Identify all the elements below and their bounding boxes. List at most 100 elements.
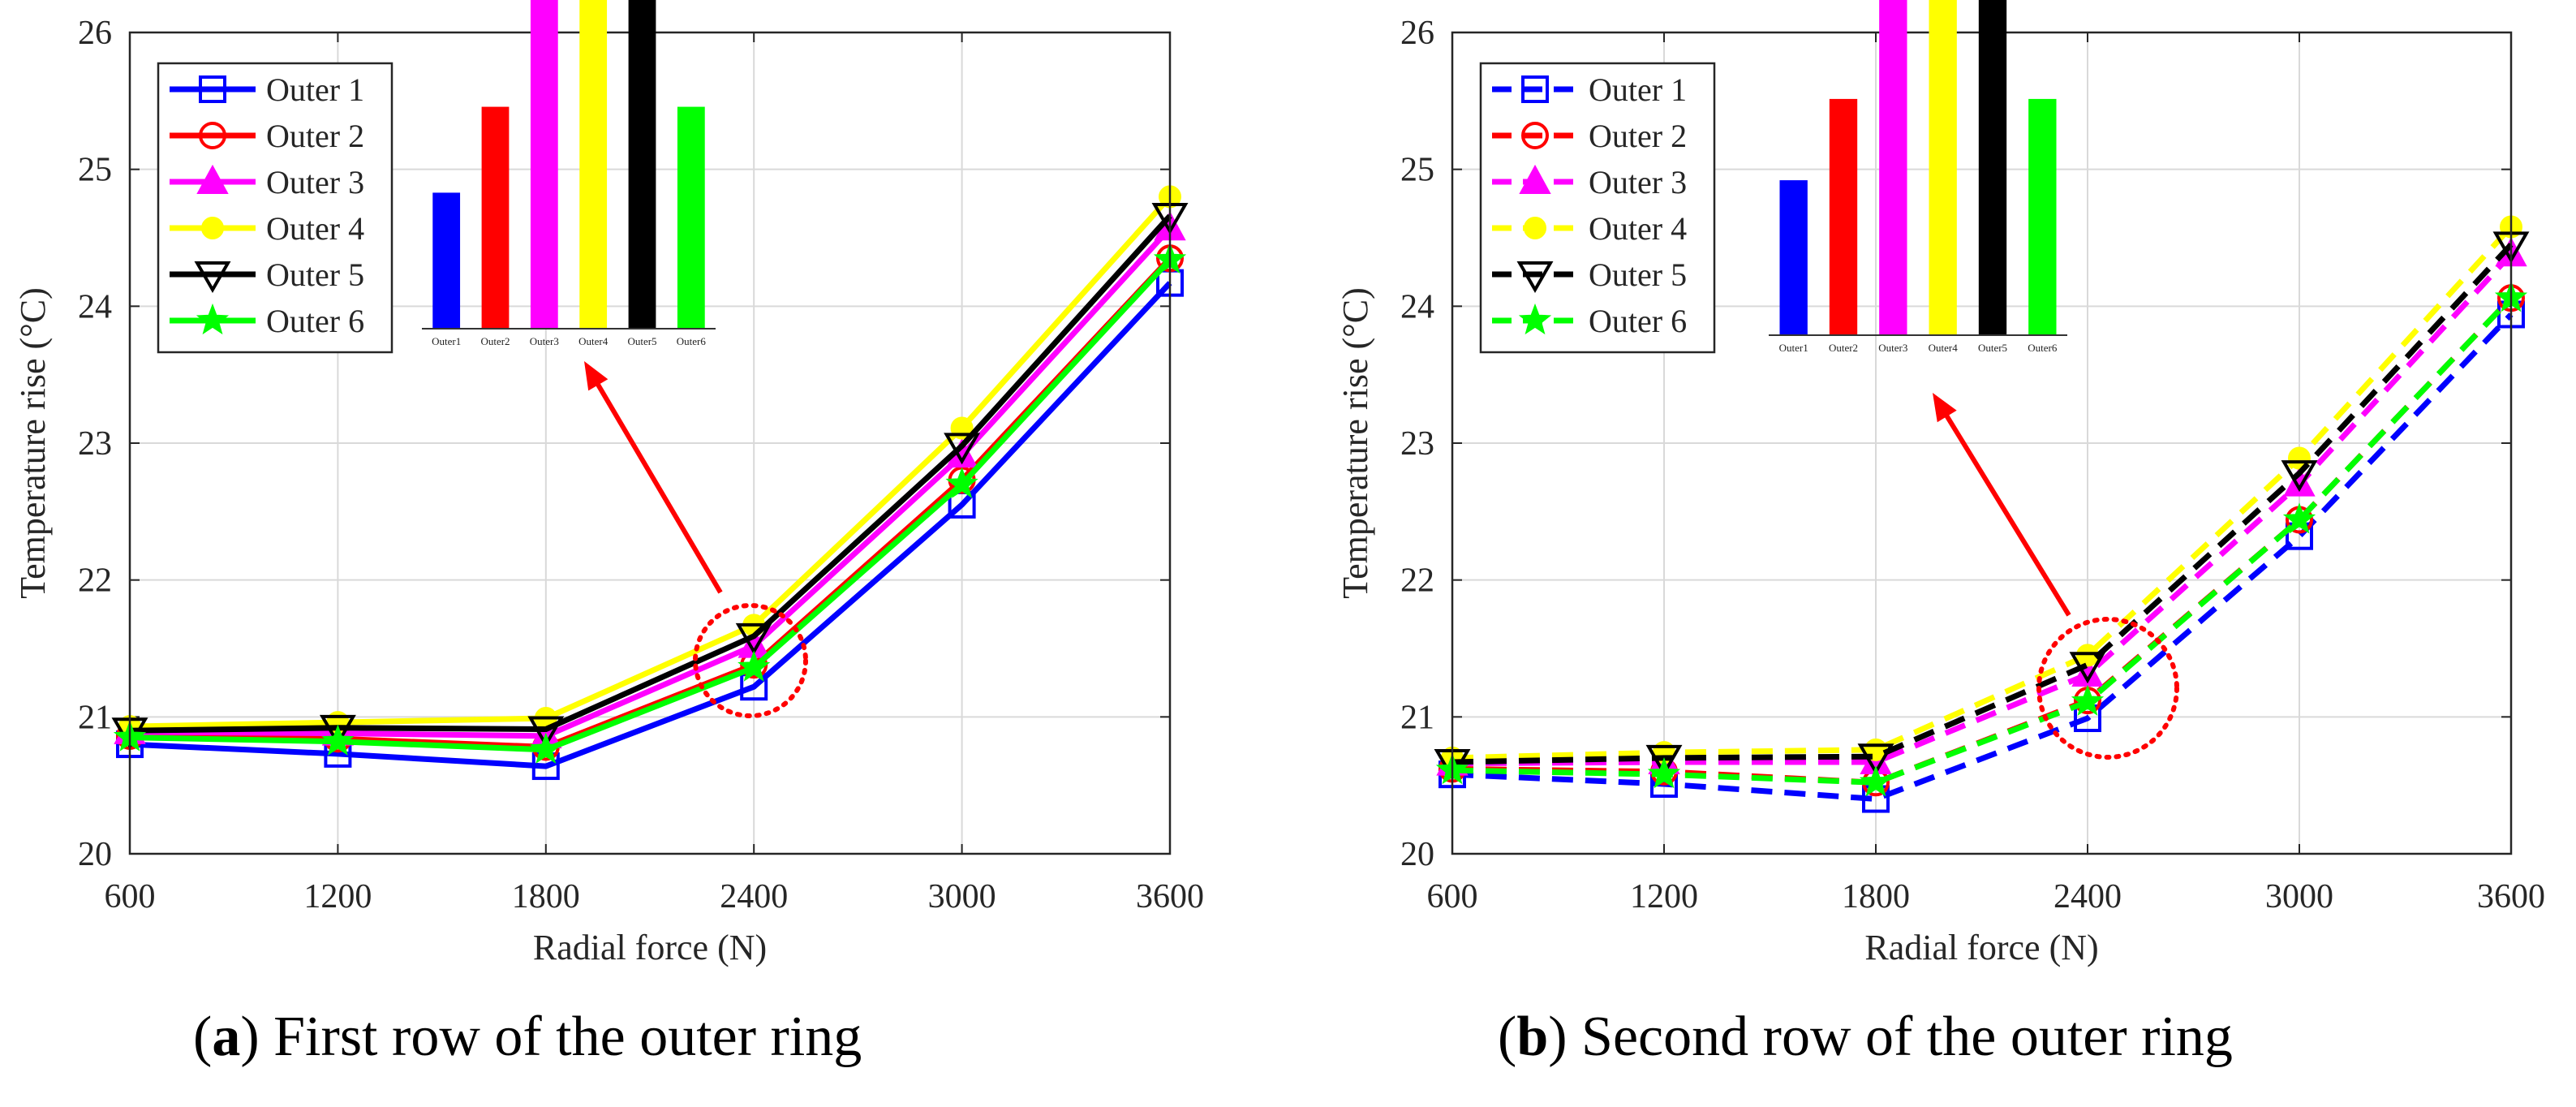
panel-caption: (a) First row of the outer ring (193, 1006, 862, 1068)
data-point (2071, 684, 2105, 716)
series-group (111, 185, 1189, 781)
series-group (1434, 215, 2530, 813)
y-tick-label: 22 (78, 562, 112, 600)
legend-item: Outer 1 (1492, 71, 1687, 108)
series-line (129, 226, 1172, 739)
x-tick-label: 1200 (1630, 878, 1698, 915)
data-point (2069, 652, 2106, 684)
annotation-arrow-head (584, 361, 609, 391)
legend-box (157, 62, 393, 354)
legend-item: Outer 6 (1492, 303, 1687, 339)
legend-label: Outer 2 (266, 118, 364, 154)
legend: Outer 1 Outer 2 Outer 3 Outer 4 Outer 5 Outer… (1479, 62, 1716, 354)
legend-label: Outer 1 (1589, 71, 1687, 108)
legend-item: Outer 6 (170, 303, 364, 339)
panel-caption: (b) Second row of the outer ring (1498, 1006, 2233, 1068)
series-line (129, 195, 1172, 730)
x-tick-label: 3000 (928, 878, 996, 915)
data-point (944, 433, 981, 465)
legend-item: Outer 2 (170, 118, 364, 154)
data-point (319, 714, 356, 747)
x-tick-label: 600 (105, 878, 156, 915)
legend-marker (196, 303, 230, 335)
series-line (1451, 225, 2514, 761)
series-line (129, 213, 1172, 734)
data-point (1645, 744, 1683, 777)
inset-bar-label: Outer4 (1929, 342, 1959, 354)
legend-label: Outer 2 (1589, 118, 1687, 154)
legend-item: Outer 5 (170, 256, 364, 294)
inset-bar-label: Outer6 (2028, 342, 2058, 354)
inset-bar-label: Outer1 (1779, 342, 1808, 354)
y-tick-label: 24 (1400, 288, 1434, 325)
data-point (945, 467, 978, 498)
x-tick-label: 2400 (720, 878, 788, 915)
legend-item: Outer 4 (170, 210, 364, 247)
legend-box (1479, 62, 1716, 354)
inset-bar (1879, 0, 1907, 335)
y-tick-label: 20 (1400, 836, 1434, 873)
legend-label: Outer 3 (1589, 164, 1687, 200)
x-tick-label: 600 (1427, 878, 1478, 915)
x-tick-label: 3600 (1136, 878, 1204, 915)
y-tick-label: 22 (1400, 562, 1434, 600)
series-line (1451, 252, 2514, 767)
x-tick-label: 1800 (512, 878, 580, 915)
legend-label: Outer 6 (1589, 303, 1687, 339)
inset-bar-label: Outer6 (677, 335, 707, 347)
y-tick-labels: 20 21 22 23 24 25 26 (78, 15, 112, 873)
data-point (1647, 757, 1681, 789)
series-line (1451, 243, 2514, 765)
data-point (321, 724, 355, 756)
x-tick-labels: 600 1200 1800 2400 3000 3600 (105, 878, 1205, 915)
legend-marker (1516, 261, 1554, 294)
y-tick-label: 26 (1400, 15, 1434, 52)
legend-label: Outer 4 (266, 210, 364, 247)
inset-bar-label: Outer5 (627, 335, 656, 347)
data-point (527, 716, 565, 748)
legend-item: Outer 4 (1492, 210, 1687, 247)
legend: Outer 1 Outer 2 Outer 3 Outer 4 Outer 5 Outer… (157, 62, 393, 354)
legend-item: Outer 5 (1492, 256, 1687, 294)
inset-bar (677, 106, 705, 329)
chart-panel-b: 600 1200 1800 2400 3000 3600 20 21 22 23 24 25 26 Rad… (1335, 0, 2545, 1068)
data-point (2282, 502, 2316, 534)
legend-marker (194, 261, 231, 294)
legend-marker (199, 122, 226, 149)
caption-paren: ( (1498, 1006, 1516, 1068)
chart-panel-a: 600 1200 1800 2400 3000 3600 20 21 22 23 24 25 26 Rad… (13, 0, 1204, 1068)
legend-marker (1524, 217, 1546, 239)
inset-bar (1779, 180, 1808, 335)
y-tick-label: 25 (78, 152, 112, 189)
inset-bar (1929, 0, 1957, 335)
inset-bar-label: Outer2 (1829, 342, 1858, 354)
y-axis-title: Temperature rise (°C) (1335, 287, 1375, 598)
legend-marker (199, 75, 226, 103)
legend-marker (196, 164, 229, 194)
legend-item: Outer 3 (170, 164, 364, 200)
legend-item: Outer 3 (1492, 164, 1687, 200)
y-axis-title: Temperature rise (°C) (13, 287, 53, 598)
inset-bar-label: Outer1 (432, 335, 461, 347)
legend-label: Outer 5 (266, 256, 364, 293)
legend-label: Outer 3 (266, 164, 364, 200)
y-tick-label: 23 (78, 425, 112, 463)
y-tick-label: 21 (78, 699, 112, 736)
inset-bar-label: Outer3 (1878, 342, 1907, 354)
inset-bar (579, 0, 608, 330)
data-point (738, 650, 771, 682)
legend-label: Outer 6 (266, 303, 364, 339)
y-tick-labels: 20 21 22 23 24 25 26 (1400, 15, 1434, 873)
x-axis-title: Radial force (N) (1864, 928, 2098, 967)
annotation-arrow-shaft (1942, 411, 2071, 617)
x-axis-title: Radial force (N) (533, 928, 767, 967)
inset-bar-chart: Outer1 Outer2 Outer3 Outer4 Outer5 Outer6 (422, 0, 716, 347)
legend-label: Outer 4 (1589, 210, 1687, 247)
caption-letter: a (212, 1006, 240, 1068)
legend-marker (1521, 122, 1549, 149)
inset-bar (481, 106, 510, 329)
inset-bar (432, 192, 461, 329)
highlight-circle (693, 603, 808, 718)
series-line (1451, 295, 2514, 786)
